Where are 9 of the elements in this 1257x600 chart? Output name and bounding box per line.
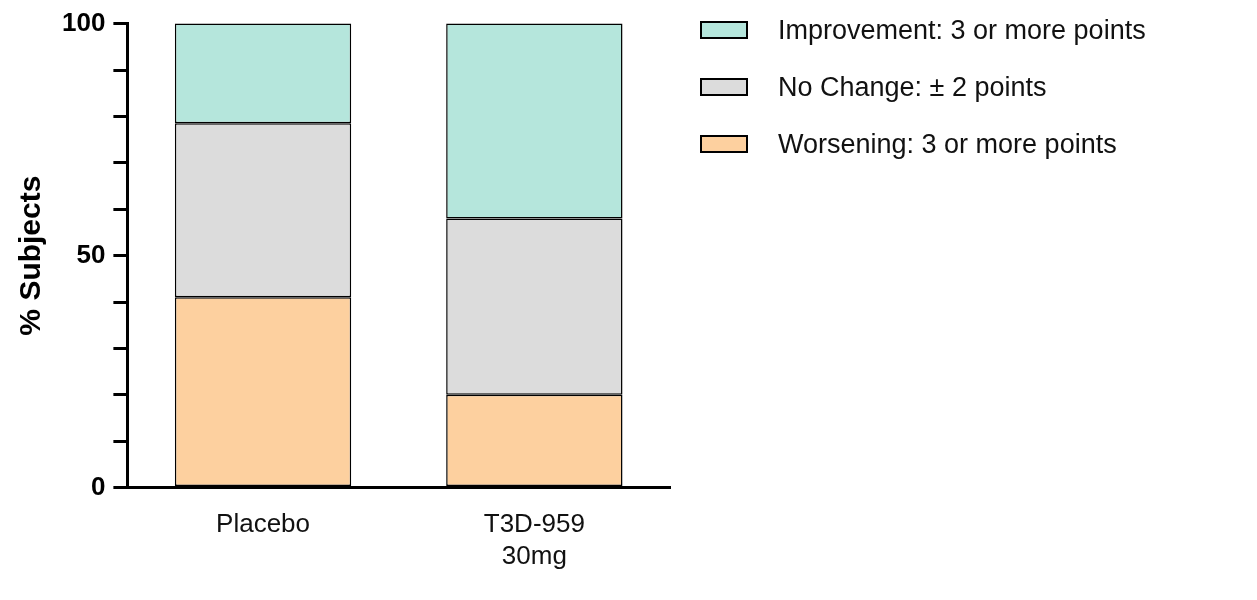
- y-tick-label: 0: [90, 470, 106, 501]
- legend-label: Worsening: 3 or more points: [778, 128, 1117, 160]
- legend-label: Improvement: 3 or more points: [778, 14, 1146, 46]
- x-tick-label: Placebo: [216, 508, 311, 539]
- y-axis-title: % Subjects: [13, 175, 47, 336]
- y-tick-label: 100: [61, 6, 106, 37]
- y-tick-label: 50: [76, 238, 106, 269]
- x-tick-label: T3D-959 30mg: [483, 508, 585, 570]
- legend-label: No Change: ± 2 points: [778, 71, 1047, 103]
